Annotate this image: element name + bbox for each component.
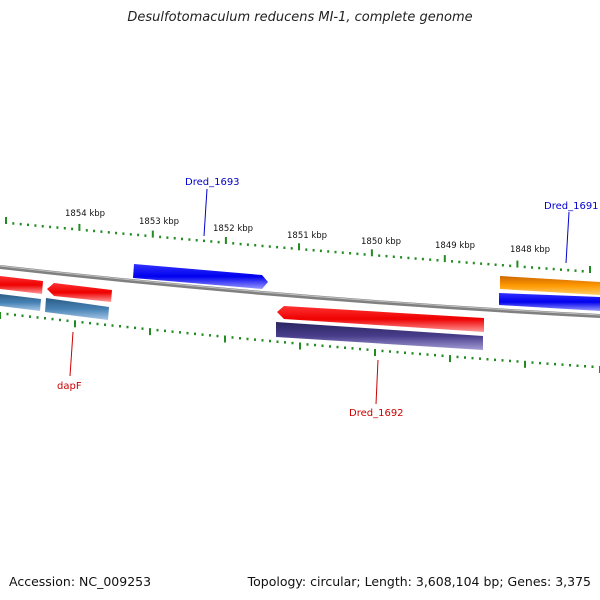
scale-label: 1851 kbp	[287, 231, 327, 241]
genome-summary-text: Topology: circular; Length: 3,608,104 bp…	[247, 574, 591, 589]
scale-label: 1854 kbp	[65, 209, 105, 219]
gene-arrow-dred-1692[interactable]	[277, 306, 484, 332]
scale-label: 1849 kbp	[435, 241, 475, 251]
gene-feature-dapf-steel[interactable]	[45, 298, 109, 320]
gene-label-dred-1693[interactable]: Dred_1693	[185, 177, 240, 188]
gene-arrow-dapf[interactable]	[47, 283, 112, 302]
gene-label-dred-1691[interactable]: Dred_1691	[544, 201, 599, 212]
scale-label: 1850 kbp	[361, 237, 401, 247]
gene-arrow-dred-1691[interactable]	[499, 293, 600, 311]
gene-arrow-left-red[interactable]	[0, 276, 43, 294]
gene-label-dred-1692[interactable]: Dred_1692	[349, 408, 404, 419]
scale-ticks-outer	[5, 217, 591, 273]
gene-arrow-dred-1693[interactable]	[133, 264, 268, 289]
scale-label: 1848 kbp	[510, 245, 550, 255]
scale-label: 1853 kbp	[139, 217, 179, 227]
genome-backbone	[0, 265, 600, 318]
gene-feature-left-steel[interactable]	[0, 294, 41, 311]
scale-label: 1852 kbp	[213, 224, 253, 234]
gene-feature-dred-1691-orange[interactable]	[500, 276, 600, 295]
map-title: Desulfotomaculum reducens MI-1, complete…	[127, 10, 473, 25]
gene-feature-dred-1692-slate[interactable]	[276, 322, 483, 350]
gene-label-dapf[interactable]: dapF	[57, 381, 82, 392]
scale-ticks-inner	[0, 312, 600, 373]
accession-text: Accession: NC_009253	[9, 574, 152, 589]
